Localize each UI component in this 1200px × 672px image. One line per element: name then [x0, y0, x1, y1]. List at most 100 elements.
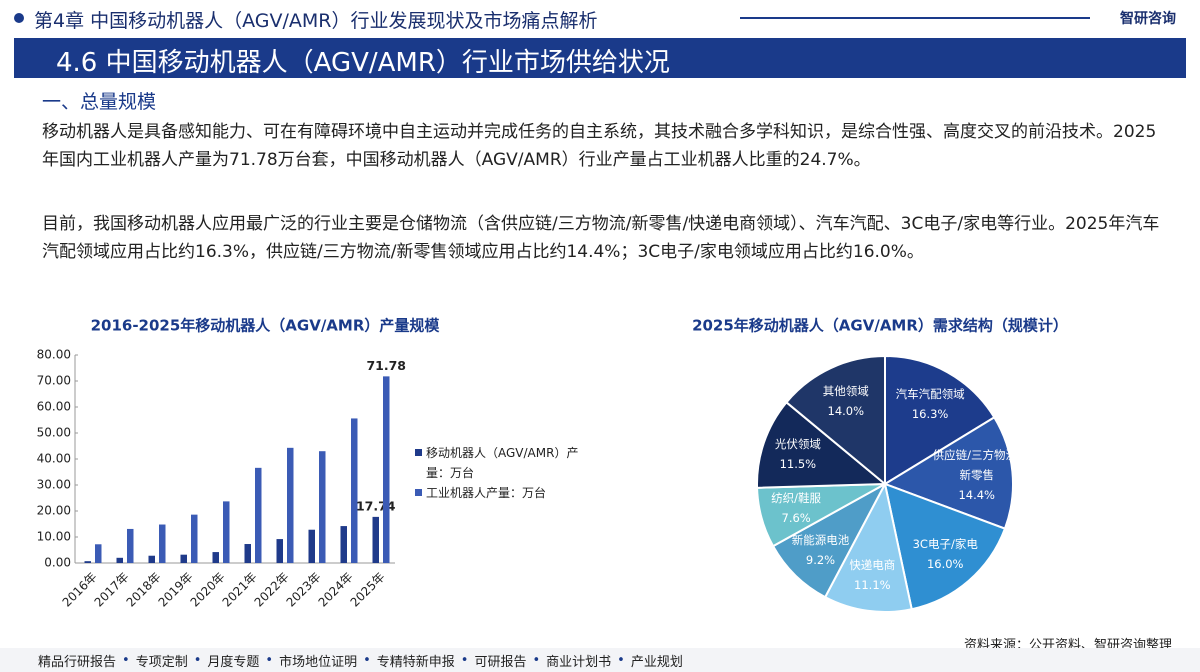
- x-tick-label: 2023年: [284, 570, 324, 610]
- y-tick-label: 80.00: [37, 348, 71, 362]
- slice-name: 光伏领域: [774, 437, 821, 452]
- bar: [244, 544, 251, 563]
- slice-value: 14.4%: [958, 488, 995, 503]
- legend-label: 工业机器人产量：万台: [426, 486, 547, 500]
- slice-value: 7.6%: [781, 511, 811, 526]
- y-tick-label: 70.00: [37, 374, 71, 388]
- pie-slice: [756, 400, 888, 489]
- slice-name: 供应链/三方物流/新零售: [932, 448, 1021, 483]
- paragraph: 目前，我国移动机器人应用最广泛的行业主要是仓储物流（含供应链/三方物流/新零售/…: [42, 214, 1160, 262]
- slice-value: 14.0%: [827, 403, 865, 418]
- section-title: 4.6 中国移动机器人（AGV/AMR）行业市场供给状况: [56, 48, 670, 78]
- x-tick-label: 2024年: [316, 570, 356, 610]
- footer-item: 市场地位证明: [279, 654, 358, 670]
- pie-slice: [883, 482, 1007, 611]
- chart-title: 2016-2025年移动机器人（AGV/AMR）产量规模: [91, 317, 441, 335]
- bar: [212, 552, 219, 563]
- footer-item: 精品行研报告: [38, 654, 117, 670]
- slice-name: 汽车汽配领域: [895, 386, 965, 401]
- separator: •: [617, 652, 625, 668]
- footer-item: 专精特新申报: [376, 654, 455, 670]
- slice-label: 纺织/鞋服 7.6%: [750, 488, 842, 528]
- x-tick-label: 2021年: [220, 570, 260, 610]
- footer-item: 月度专题: [207, 654, 260, 670]
- legend-label: 移动机器人（AGV/AMR）产量：万台: [426, 446, 579, 480]
- bar: [255, 467, 262, 563]
- footer-item: 商业计划书: [546, 654, 612, 670]
- slice-value: 16.3%: [911, 406, 949, 421]
- bar: [308, 529, 315, 563]
- x-tick-label: 2020年: [188, 570, 228, 610]
- bar: [95, 544, 102, 563]
- bullet: [14, 13, 24, 23]
- x-tick-label: 2017年: [92, 570, 132, 610]
- y-tick-label: 50.00: [37, 426, 71, 440]
- slice-name: 其他领域: [822, 383, 869, 398]
- slice-value: 11.5%: [779, 457, 817, 472]
- x-tick-label: 2018年: [124, 570, 164, 610]
- separator: •: [265, 652, 274, 668]
- slice-label: 3C电子/家电 16.0%: [899, 534, 991, 574]
- slice-label: 光伏领域 11.5%: [752, 434, 844, 474]
- separator: •: [460, 652, 469, 668]
- footer-item: 可研报告: [474, 654, 527, 670]
- brand: 智研咨询: [1120, 11, 1176, 27]
- legend-swatch: [415, 449, 422, 456]
- pie-slice: [823, 481, 913, 613]
- slice-name: 快递电商: [849, 558, 896, 573]
- bar: [340, 526, 347, 563]
- x-tick-label: 2016年: [60, 570, 100, 610]
- y-tick-label: 30.00: [37, 478, 71, 492]
- separator: •: [193, 652, 202, 668]
- bar: [372, 516, 379, 563]
- bar: [127, 528, 134, 563]
- legend-box: 工业机器人产量：万台: [426, 486, 547, 500]
- bar: [116, 557, 123, 563]
- slice-label: 快递电商 11.1%: [826, 555, 918, 595]
- y-tick-label: 20.00: [37, 504, 71, 518]
- separator: •: [122, 652, 130, 668]
- subsection-title: 一、总量规模: [42, 91, 157, 113]
- x-tick-label: 2025年: [348, 570, 388, 610]
- bar: [383, 376, 390, 563]
- bar: [180, 554, 187, 563]
- slice-value: 11.1%: [854, 578, 891, 593]
- bar: [276, 539, 283, 563]
- y-tick-label: 10.00: [37, 530, 71, 544]
- bar: [148, 555, 155, 563]
- bar: [319, 451, 326, 563]
- slice-label: 汽车汽配领域 16.3%: [884, 384, 976, 424]
- legend-box: 移动机器人（AGV/AMR）产量：万台: [426, 446, 579, 480]
- chapter-title: 第4章 中国移动机器人（AGV/AMR）行业发展现状及市场痛点解析: [34, 10, 598, 32]
- slice-name: 新能源电池: [791, 532, 850, 547]
- pie-slice: [785, 354, 886, 487]
- y-tick-label: 40.00: [37, 452, 71, 466]
- divider: [740, 17, 1090, 19]
- footer-item: 产业规划: [630, 654, 683, 670]
- slice-value: 9.2%: [805, 552, 836, 567]
- value-label: 71.78: [366, 358, 406, 373]
- y-tick-label: 60.00: [37, 400, 71, 414]
- footer-nav: 精品行研报告 • 专项定制 • 月度专题 • 市场地位证明 • 专精特新申报 • 可研报告 • 商业计划…: [0, 648, 1200, 672]
- bar: [159, 524, 166, 563]
- slice-label: 供应链/三方物流/新零售 14.4%: [931, 445, 1023, 505]
- pie-slice: [884, 354, 996, 486]
- paragraph: 移动机器人是具备感知能力、可在有障碍环境中自主运动并完成任务的自主系统，其技术融…: [42, 122, 1157, 170]
- bar: [84, 561, 91, 563]
- separator: •: [532, 652, 541, 668]
- bar: [191, 514, 198, 563]
- bar: [351, 418, 358, 563]
- footer-item: 专项定制: [135, 654, 188, 670]
- bar: [223, 501, 230, 563]
- chart-title: 2025年移动机器人（AGV/AMR）需求结构（规模计）: [692, 317, 1068, 335]
- x-tick-label: 2019年: [156, 570, 196, 610]
- slice-name: 纺织/鞋服: [771, 491, 822, 506]
- bar: [287, 447, 294, 563]
- value-label: 17.74: [356, 498, 396, 513]
- slice-label: 其他领域 14.0%: [800, 381, 892, 421]
- separator: •: [363, 652, 371, 668]
- slice-name: 3C电子/家电: [912, 536, 978, 551]
- x-tick-label: 2022年: [252, 570, 292, 610]
